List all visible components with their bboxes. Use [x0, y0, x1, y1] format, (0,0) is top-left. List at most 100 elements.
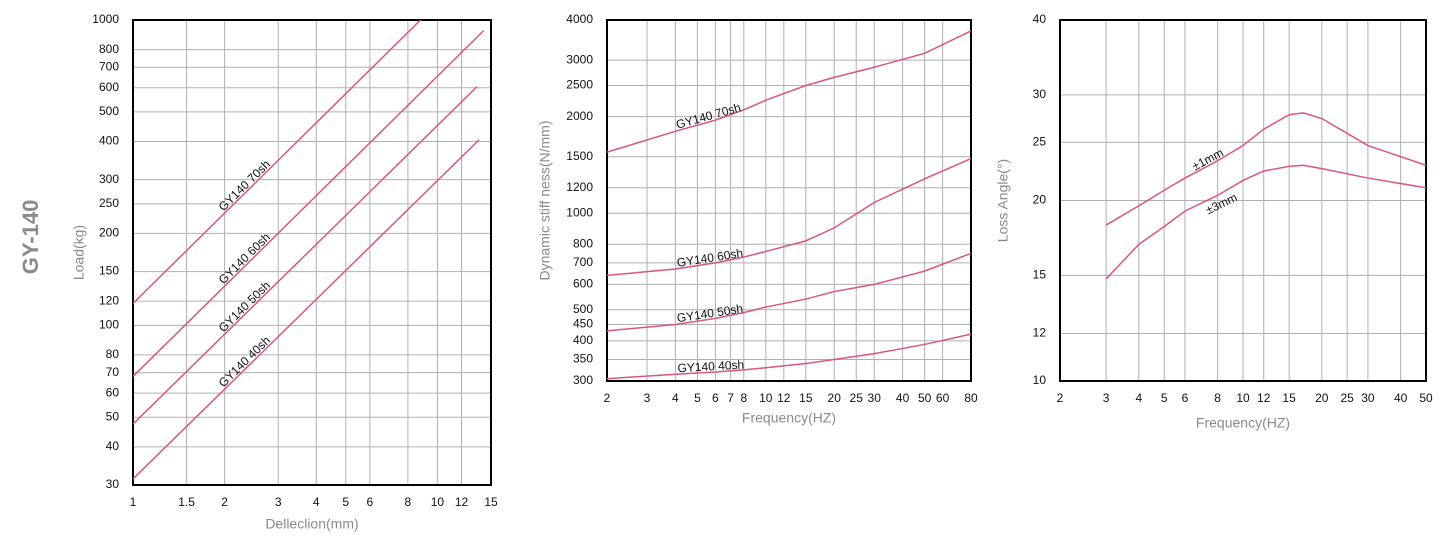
y-tick-label: 2500	[566, 78, 593, 92]
y-tick-label: 600	[573, 277, 593, 291]
y-tick-label: 800	[573, 236, 593, 250]
series-label: ±1mm	[1190, 145, 1226, 173]
y-tick-label: 1500	[566, 149, 593, 163]
x-tick-label: 20	[828, 391, 842, 405]
x-tick-label: 30	[868, 391, 882, 405]
x-tick-label: 3	[1103, 391, 1110, 405]
x-tick-label: 4	[313, 495, 320, 509]
x-tick-label: 80	[964, 391, 978, 405]
page-title: GY-140	[18, 200, 43, 275]
x-tick-label: 10	[1236, 391, 1250, 405]
y-tick-label: 70	[106, 365, 120, 379]
series-line	[607, 30, 971, 153]
y-tick-label: 700	[99, 59, 119, 73]
series-label: GY140 40sh	[677, 358, 744, 376]
plot-frame	[606, 19, 972, 382]
x-tick-label: 60	[936, 391, 950, 405]
x-tick-label: 6	[367, 495, 374, 509]
x-tick-label: 15	[484, 495, 498, 509]
x-tick-label: 1.5	[178, 495, 195, 509]
y-tick-label: 300	[99, 172, 119, 186]
y-tick-label: 350	[573, 352, 593, 366]
y-tick-label: 20	[1033, 193, 1047, 207]
x-tick-label: 2	[604, 391, 611, 405]
y-tick-label: 25	[1033, 135, 1047, 149]
series-line	[133, 86, 478, 425]
y-tick-label: 800	[99, 42, 119, 56]
y-tick-label: 60	[106, 385, 120, 399]
y-tick-label: 500	[573, 302, 593, 316]
y-tick-label: 10	[1033, 373, 1047, 387]
x-tick-label: 15	[799, 391, 813, 405]
y-tick-label: 3000	[566, 52, 593, 66]
y-tick-label: 120	[99, 293, 119, 307]
x-tick-label: 8	[1214, 391, 1221, 405]
y-tick-label: 2000	[566, 109, 593, 123]
x-tick-label: 10	[759, 391, 773, 405]
series-label: GY140 60sh	[676, 246, 744, 270]
x-tick-label: 15	[1282, 391, 1296, 405]
x-tick-label: 25	[850, 391, 864, 405]
x-tick-label: 4	[1135, 391, 1142, 405]
x-tick-label: 40	[896, 391, 910, 405]
x-tick-label: 8	[740, 391, 747, 405]
plot-frame	[132, 19, 492, 486]
x-axis-label: Frequency(HZ)	[1196, 415, 1290, 431]
y-tick-label: 40	[106, 439, 120, 453]
x-tick-label: 7	[727, 391, 734, 405]
y-tick-label: 600	[99, 80, 119, 94]
x-tick-label: 12	[455, 495, 469, 509]
y-axis-label: Dynamic stiff ness(N/mm)	[537, 121, 553, 281]
x-tick-label: 50	[1419, 391, 1433, 405]
x-axis-label: Delleclion(mm)	[265, 516, 358, 532]
x-tick-label: 8	[405, 495, 412, 509]
x-tick-label: 30	[1361, 391, 1375, 405]
series-line	[133, 139, 480, 480]
y-tick-label: 200	[99, 226, 119, 240]
x-tick-label: 5	[1161, 391, 1168, 405]
x-tick-label: 6	[1182, 391, 1189, 405]
chart: 2 3 4 5 6 8 10 12 15 20 25 30 40 50 10 12 15 20 25 30 40 Freq…	[995, 12, 1433, 431]
series-label: GY140 70sh	[674, 100, 742, 131]
chart: 1 1.5 2 3 4 5 6 8 10 12 15 30 40 50 60 70 80 100 120 150 200…	[71, 12, 498, 532]
y-tick-label: 450	[573, 317, 593, 331]
y-tick-label: 400	[99, 134, 119, 148]
y-tick-label: 50	[106, 409, 120, 423]
chart: 2 3 4 5 6 7 8 10 12 15 20 25 30 40 50 60 80 300 350 400 4505…	[537, 12, 978, 426]
y-tick-label: 1200	[566, 180, 593, 194]
y-tick-label: 100	[99, 318, 119, 332]
y-tick-label: 15	[1033, 268, 1047, 282]
y-tick-label: 80	[106, 347, 120, 361]
y-tick-label: 40	[1033, 12, 1047, 26]
series-line	[1105, 164, 1426, 280]
x-tick-label: 12	[1257, 391, 1271, 405]
series-line	[607, 252, 971, 332]
plot-frame	[1059, 19, 1427, 382]
x-tick-label: 12	[777, 391, 791, 405]
x-tick-label: 3	[275, 495, 282, 509]
x-tick-label: 5	[694, 391, 701, 405]
x-tick-label: 2	[221, 495, 228, 509]
y-tick-label: 500	[99, 104, 119, 118]
x-tick-label: 3	[644, 391, 651, 405]
series-label: GY140 50sh	[676, 301, 744, 325]
series-line	[133, 29, 485, 378]
y-tick-label: 700	[573, 255, 593, 269]
x-axis-label: Frequency(HZ)	[742, 410, 836, 426]
y-tick-label: 300	[573, 373, 593, 387]
x-tick-label: 6	[712, 391, 719, 405]
series-line	[607, 333, 971, 380]
x-tick-label: 1	[130, 495, 137, 509]
y-tick-label: 30	[1033, 87, 1047, 101]
y-tick-label: 250	[99, 196, 119, 210]
y-tick-label: 4000	[566, 12, 593, 26]
y-axis-label: Loss Angle(°)	[995, 159, 1011, 242]
y-tick-label: 1000	[566, 205, 593, 219]
y-tick-label: 150	[99, 264, 119, 278]
x-tick-label: 40	[1394, 391, 1408, 405]
y-tick-label: 30	[106, 477, 120, 491]
series-label: ±3mm	[1203, 190, 1239, 217]
x-tick-label: 5	[342, 495, 349, 509]
x-tick-label: 20	[1315, 391, 1329, 405]
y-tick-label: 400	[573, 333, 593, 347]
